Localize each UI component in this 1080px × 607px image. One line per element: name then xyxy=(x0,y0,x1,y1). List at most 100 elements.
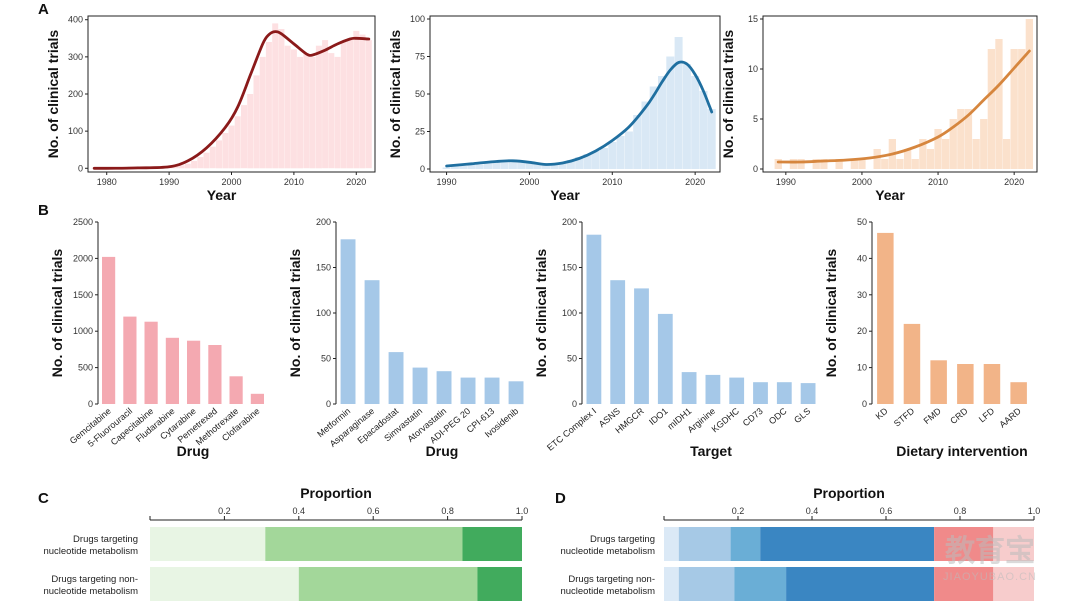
y-tick-label: 10 xyxy=(748,64,758,74)
y-tick-label: 0 xyxy=(88,399,93,409)
histogram-bar xyxy=(172,166,179,169)
y-tick-label: 200 xyxy=(68,89,83,99)
histogram-bar xyxy=(508,160,517,169)
y-tick-label: 50 xyxy=(415,89,425,99)
category-label: KGDHC xyxy=(710,406,742,435)
category-label: AARD xyxy=(997,406,1023,430)
y-tick-label: 40 xyxy=(857,253,867,263)
histogram-bar xyxy=(228,125,235,169)
x-tick-label: 2020 xyxy=(1004,177,1024,187)
category-label: KD xyxy=(874,406,890,422)
bar xyxy=(388,352,404,404)
stacked-segment xyxy=(298,567,478,601)
row-label: Drugs targeting non- xyxy=(51,574,138,585)
chart-b1: 05001000150020002500Gemcitabine5-Fluorou… xyxy=(49,217,264,459)
histogram-bar xyxy=(492,161,501,169)
category-label: STFD xyxy=(892,406,917,429)
bar xyxy=(436,371,452,404)
stacked-segment xyxy=(730,527,761,561)
stacked-segment xyxy=(734,567,787,601)
histogram-bar xyxy=(234,116,241,169)
histogram-bar xyxy=(964,109,973,169)
y-tick-label: 100 xyxy=(410,14,425,24)
panel-letter-b: B xyxy=(38,202,49,219)
histogram-bar xyxy=(919,139,927,169)
y-tick-label: 10 xyxy=(857,363,867,373)
histogram-bar xyxy=(178,165,185,169)
histogram-bar xyxy=(789,159,798,169)
histogram-bar xyxy=(904,149,912,169)
category-label: CRD xyxy=(948,406,970,427)
histogram-bar xyxy=(297,56,304,169)
y-axis-title: No. of clinical trials xyxy=(720,30,736,159)
bar xyxy=(484,377,500,404)
y-axis-title: No. of clinical trials xyxy=(287,249,303,378)
chart-a2: 1990 2000 2010 2020 0 25 50 75 100 Year No. of cli… xyxy=(387,14,721,203)
histogram-bar xyxy=(365,40,372,169)
histogram-bar xyxy=(309,56,316,169)
bar xyxy=(508,381,524,405)
trend-line xyxy=(92,30,371,170)
y-tick-label: 0 xyxy=(420,164,425,174)
histogram-bar xyxy=(517,161,526,169)
bar xyxy=(753,382,768,404)
row-label: nucleotide metabolism xyxy=(43,586,138,597)
histogram-bar xyxy=(209,146,216,169)
histogram-bar xyxy=(649,86,658,169)
histogram-bar xyxy=(812,159,820,169)
histogram-bar xyxy=(359,34,366,169)
histogram-bar xyxy=(682,64,691,169)
x-tick-label: 1990 xyxy=(776,177,796,187)
bar xyxy=(681,372,697,404)
category-label: ODC xyxy=(767,406,789,427)
bar xyxy=(610,280,626,404)
y-axis-title: No. of clinical trials xyxy=(49,249,65,378)
x-tick-label: 2000 xyxy=(852,177,872,187)
x-axis-title: Year xyxy=(550,187,580,203)
x-tick-label: 1990 xyxy=(437,177,457,187)
x-tick-label: 0.8 xyxy=(954,506,967,516)
histogram-bar xyxy=(467,164,476,169)
row-label: Drugs targeting non- xyxy=(568,574,655,585)
y-tick-label: 1000 xyxy=(73,326,93,336)
histogram-bar xyxy=(691,76,700,169)
y-tick-label: 400 xyxy=(68,15,83,25)
y-tick-label: 300 xyxy=(68,52,83,62)
histogram-bar xyxy=(699,91,708,169)
bar xyxy=(586,234,602,404)
histogram-bar xyxy=(328,53,335,169)
bar xyxy=(903,323,921,404)
x-axis-title: Target xyxy=(690,443,732,459)
x-tick-label: 2020 xyxy=(346,177,366,187)
bar xyxy=(460,377,476,404)
histogram-bar xyxy=(591,151,600,169)
y-tick-label: 2000 xyxy=(73,253,93,263)
y-tick-label: 500 xyxy=(78,363,93,373)
bar xyxy=(412,367,428,404)
stacked-segment xyxy=(993,567,1034,601)
row-label: nucleotide metabolism xyxy=(43,546,138,557)
histogram-bar xyxy=(820,159,828,169)
stacked-segment xyxy=(477,567,522,601)
y-tick-label: 0 xyxy=(753,164,758,174)
y-tick-label: 50 xyxy=(567,354,577,364)
bar xyxy=(877,232,894,404)
histogram-bar xyxy=(1025,19,1033,169)
histogram-bar xyxy=(987,49,995,169)
x-axis-title: Drug xyxy=(177,443,210,459)
y-tick-label: 50 xyxy=(321,354,331,364)
x-tick-label: 1990 xyxy=(159,177,179,187)
y-tick-label: 5 xyxy=(753,114,758,124)
histogram-bar xyxy=(272,23,279,169)
histogram-bar xyxy=(575,157,584,169)
histogram-bar xyxy=(191,160,198,169)
bar xyxy=(634,288,649,404)
histogram-bar xyxy=(624,131,633,169)
histogram-bar xyxy=(1010,49,1018,169)
bar xyxy=(957,364,974,404)
histogram-bar xyxy=(542,164,550,169)
x-tick-label: 0.2 xyxy=(218,506,231,516)
x-tick-label: 0.4 xyxy=(293,506,306,516)
